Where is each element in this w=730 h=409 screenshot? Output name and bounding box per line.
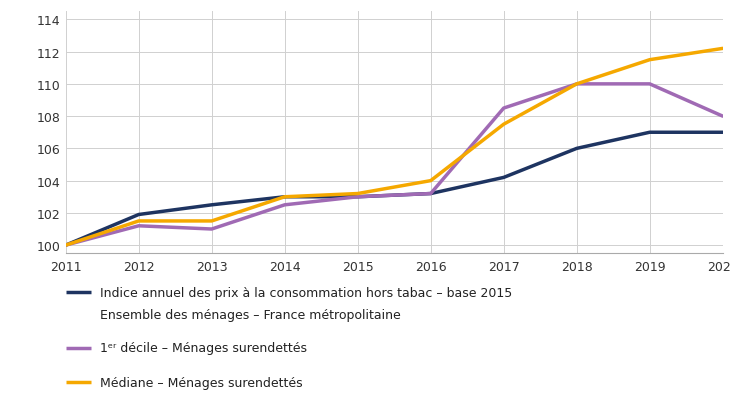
Text: Médiane – Ménages surendettés: Médiane – Ménages surendettés xyxy=(100,376,303,389)
Text: Indice annuel des prix à la consommation hors tabac – base 2015: Indice annuel des prix à la consommation… xyxy=(100,286,512,299)
Text: 1ᵉʳ décile – Ménages surendettés: 1ᵉʳ décile – Ménages surendettés xyxy=(100,341,307,354)
Text: Ensemble des ménages – France métropolitaine: Ensemble des ménages – France métropolit… xyxy=(100,308,401,321)
